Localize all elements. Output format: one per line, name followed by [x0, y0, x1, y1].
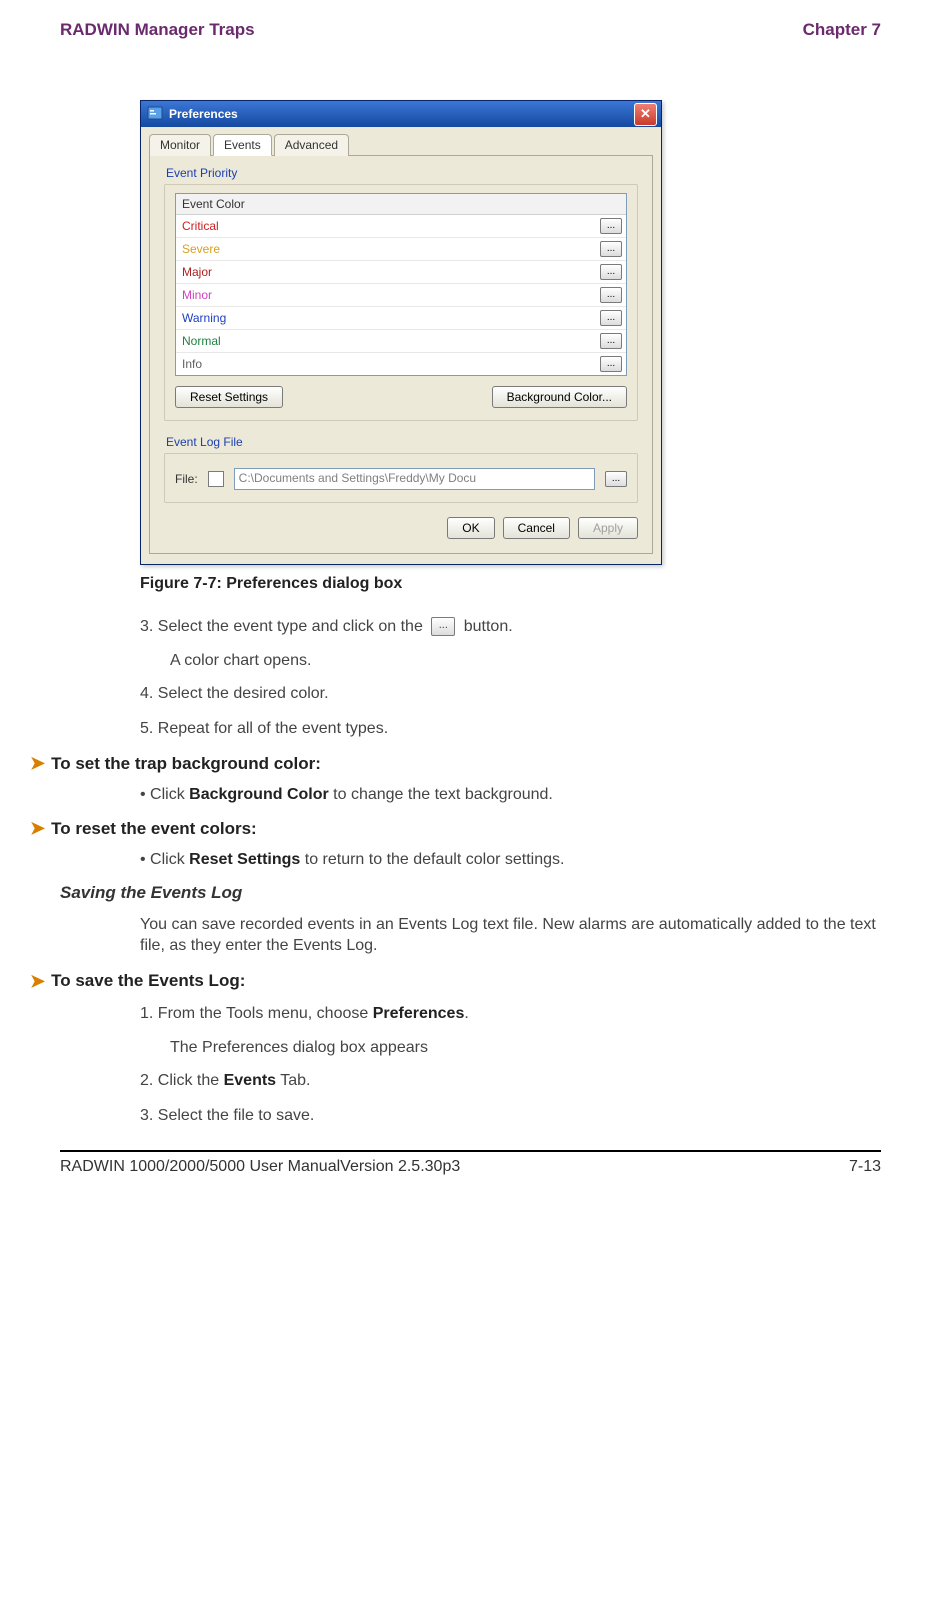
dialog-title: Preferences	[169, 107, 238, 121]
event-color-row[interactable]: Warning...	[176, 307, 626, 330]
event-color-row[interactable]: Info...	[176, 353, 626, 375]
event-color-label: Normal	[182, 334, 221, 348]
task-save-log: ➤ To save the Events Log:	[30, 971, 881, 992]
event-color-row[interactable]: Normal...	[176, 330, 626, 353]
ok-button[interactable]: OK	[447, 517, 494, 539]
event-color-label: Info	[182, 357, 202, 371]
save-step-1: 1. From the Tools menu, choose Preferenc…	[140, 1004, 881, 1025]
close-button[interactable]: ✕	[634, 103, 657, 126]
save-step-2: 2. Click the Events Tab.	[140, 1071, 881, 1092]
page-footer: RADWIN 1000/2000/5000 User ManualVersion…	[60, 1150, 881, 1176]
event-color-label: Warning	[182, 311, 226, 325]
task-set-bg-color: ➤ To set the trap background color:	[30, 753, 881, 774]
step-5: 5. Repeat for all of the event types.	[140, 719, 881, 740]
file-browse-button[interactable]: ...	[605, 471, 627, 487]
header-right: Chapter 7	[803, 20, 881, 40]
tab-strip: Monitor Events Advanced	[149, 133, 653, 156]
footer-left: RADWIN 1000/2000/5000 User ManualVersion…	[60, 1158, 460, 1176]
background-color-button[interactable]: Background Color...	[492, 386, 627, 408]
titlebar: Preferences ✕	[141, 101, 661, 127]
event-color-list: Event Color Critical...Severe...Major...…	[175, 193, 627, 376]
event-color-picker-button[interactable]: ...	[600, 218, 622, 234]
step-3: 3. Select the event type and click on th…	[140, 617, 881, 638]
event-color-picker-button[interactable]: ...	[600, 333, 622, 349]
step-3-sub: A color chart opens.	[170, 652, 881, 670]
group-event-log-file: Event Log File	[166, 435, 638, 449]
event-color-picker-button[interactable]: ...	[600, 241, 622, 257]
bullet-bg-color: Click Background Color to change the tex…	[140, 786, 881, 804]
file-checkbox[interactable]	[208, 471, 224, 487]
figure-caption: Figure 7-7: Preferences dialog box	[140, 575, 881, 593]
apply-button[interactable]: Apply	[578, 517, 638, 539]
event-color-row[interactable]: Minor...	[176, 284, 626, 307]
event-color-row[interactable]: Severe...	[176, 238, 626, 261]
figure-preferences-dialog: Preferences ✕ Monitor Events Advanced Ev…	[140, 100, 881, 565]
file-label: File:	[175, 472, 198, 486]
arrow-icon: ➤	[30, 818, 45, 839]
para-saving: You can save recorded events in an Event…	[140, 915, 881, 957]
event-color-row[interactable]: Critical...	[176, 215, 626, 238]
event-color-picker-button[interactable]: ...	[600, 287, 622, 303]
event-priority-frame: Event Color Critical...Severe...Major...…	[164, 184, 638, 421]
tab-events[interactable]: Events	[213, 134, 272, 156]
event-color-picker-button[interactable]: ...	[600, 264, 622, 280]
header-left: RADWIN Manager Traps	[60, 20, 255, 40]
page-header: RADWIN Manager Traps Chapter 7	[60, 20, 881, 40]
reset-settings-button[interactable]: Reset Settings	[175, 386, 283, 408]
arrow-icon: ➤	[30, 971, 45, 992]
group-event-priority: Event Priority	[166, 166, 638, 180]
titlebar-icon	[147, 105, 163, 124]
event-color-label: Severe	[182, 242, 220, 256]
event-color-label: Minor	[182, 288, 212, 302]
event-color-picker-button[interactable]: ...	[600, 310, 622, 326]
task-reset-colors: ➤ To reset the event colors:	[30, 818, 881, 839]
subhead-saving: Saving the Events Log	[60, 883, 881, 903]
tab-monitor[interactable]: Monitor	[149, 134, 211, 156]
event-color-label: Major	[182, 265, 212, 279]
save-step-1-sub: The Preferences dialog box appears	[170, 1039, 881, 1057]
save-step-3: 3. Select the file to save.	[140, 1106, 881, 1127]
tab-content: Event Priority Event Color Critical...Se…	[149, 155, 653, 554]
step-4: 4. Select the desired color.	[140, 684, 881, 705]
event-log-file-frame: File: C:\Documents and Settings\Freddy\M…	[164, 453, 638, 503]
event-color-picker-button[interactable]: ...	[600, 356, 622, 372]
arrow-icon: ➤	[30, 753, 45, 774]
bullet-reset: Click Reset Settings to return to the de…	[140, 851, 881, 869]
event-color-label: Critical	[182, 219, 219, 233]
tab-advanced[interactable]: Advanced	[274, 134, 349, 156]
footer-right: 7-13	[849, 1158, 881, 1176]
cancel-button[interactable]: Cancel	[503, 517, 570, 539]
ellipsis-icon: ...	[431, 617, 455, 636]
event-color-row[interactable]: Major...	[176, 261, 626, 284]
file-path-input[interactable]: C:\Documents and Settings\Freddy\My Docu	[234, 468, 595, 490]
list-header: Event Color	[176, 194, 626, 215]
preferences-dialog: Preferences ✕ Monitor Events Advanced Ev…	[140, 100, 662, 565]
